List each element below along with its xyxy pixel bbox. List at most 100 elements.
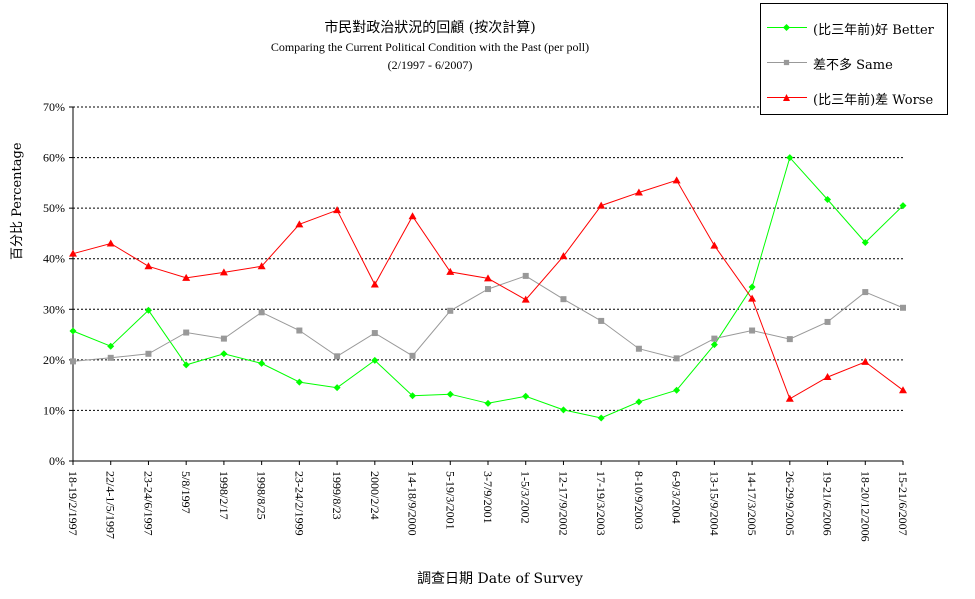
data-point-s1 [371, 330, 378, 337]
data-point-s1 [824, 318, 831, 325]
data-point-s2 [634, 188, 643, 196]
x-tick-label: 1998/2/17 [217, 471, 231, 520]
data-point-s2 [446, 267, 455, 275]
x-tick-label: 8-10/9/2003 [632, 471, 646, 530]
x-tick-label: 3-7/9/2001 [481, 471, 495, 524]
y-tick-labels: 0% 10% 20% 30% 40% 50% 60% 70% [43, 100, 65, 468]
chart-title: 市民對政治狀況的回顧 (按次計算) [324, 20, 536, 36]
data-point-s0 [597, 414, 605, 422]
data-point-s0 [484, 399, 492, 407]
x-tick-label: 14-17/3/2005 [745, 471, 759, 536]
data-point-s1 [786, 336, 793, 343]
legend-item-better: (比三年前)好 Better [767, 18, 934, 38]
y-tick-label: 60% [43, 151, 65, 165]
axes [69, 106, 904, 465]
data-point-s0 [333, 384, 341, 392]
x-tick-label: 22/4-1/5/1997 [104, 471, 118, 539]
data-point-s0 [258, 359, 266, 367]
data-point-s0 [182, 361, 190, 369]
data-point-s1 [409, 352, 416, 359]
data-point-s1 [900, 304, 906, 311]
x-tick-label: 18-20/12/2006 [858, 471, 872, 542]
data-point-s1 [711, 335, 718, 342]
series-markers [69, 154, 907, 422]
chart-title-block: 市民對政治狀況的回顧 (按次計算) Comparing the Current … [180, 18, 680, 74]
y-tick-label: 40% [43, 252, 65, 266]
data-point-s2 [106, 239, 115, 247]
legend-item-same: 差不多 Same [767, 53, 893, 73]
data-point-s1 [560, 296, 567, 303]
data-point-s0 [144, 306, 152, 314]
data-point-s1 [635, 345, 642, 352]
y-tick-label: 0% [49, 454, 65, 468]
gridlines [73, 106, 903, 411]
x-tick-label: 19-21/6/2006 [821, 471, 835, 536]
chart-date-range: (2/1997 - 6/2007) [387, 58, 473, 72]
data-point-s2 [333, 206, 342, 214]
data-point-s2 [370, 280, 379, 288]
x-tick-label: 15-21/6/2007 [896, 471, 910, 536]
legend-swatch-same [767, 57, 807, 69]
x-tick-labels: 18-19/2/1997 22/4-1/5/1997 23-24/6/1997 5/8… [66, 471, 910, 542]
legend-swatch-worse [767, 92, 807, 104]
y-tick-label: 30% [43, 302, 65, 316]
x-tick-label: 1998/8/25 [255, 471, 269, 520]
data-point-s0 [786, 154, 794, 162]
data-point-s2 [559, 252, 568, 260]
data-point-s2 [785, 394, 794, 402]
x-tick-label: 6-9/3/2004 [670, 471, 684, 524]
data-point-s2 [144, 262, 153, 270]
data-point-s1 [862, 289, 869, 296]
data-point-s2 [408, 212, 417, 220]
data-point-s1 [145, 350, 152, 357]
data-point-s2 [295, 220, 304, 228]
y-tick-label: 20% [43, 353, 65, 367]
legend: (比三年前)好 Better 差不多 Same (比三年前)差 Worse [760, 3, 948, 115]
x-tick-label: 5/8/1997 [179, 471, 193, 514]
legend-label-better: (比三年前)好 Better [813, 22, 934, 38]
data-point-s1 [447, 307, 454, 314]
data-point-s2 [672, 176, 681, 184]
data-point-s2 [257, 262, 266, 270]
data-point-s1 [598, 317, 605, 324]
x-axis-label: 調查日期 Date of Survey [417, 571, 583, 587]
x-tick-label: 1999/8/23 [330, 471, 344, 520]
data-point-s0 [861, 239, 869, 247]
data-point-s0 [295, 378, 303, 386]
y-tick-label: 10% [43, 403, 65, 417]
data-point-s0 [559, 406, 567, 414]
data-point-s2 [899, 386, 907, 394]
data-point-s0 [220, 350, 228, 358]
data-point-s0 [522, 392, 530, 400]
x-tick-label: 5-19/3/2001 [443, 471, 457, 530]
data-point-s2 [597, 201, 606, 209]
data-point-s2 [861, 357, 870, 365]
y-axis-label: 百分比 Percentage [10, 142, 25, 260]
data-point-s1 [749, 327, 756, 334]
data-point-s2 [219, 268, 228, 276]
data-point-s0 [824, 196, 832, 204]
y-tick-label: 50% [43, 201, 65, 215]
x-tick-label: 12-17/9/2002 [556, 471, 570, 536]
data-point-s0 [748, 283, 756, 291]
data-point-s1 [296, 327, 303, 334]
legend-label-worse: (比三年前)差 Worse [813, 92, 934, 108]
x-tick-label: 18-19/2/1997 [66, 471, 80, 536]
data-point-s1 [522, 272, 529, 279]
data-point-s0 [69, 327, 77, 335]
legend-label-same: 差不多 Same [813, 57, 893, 73]
data-point-s2 [521, 295, 530, 303]
x-tick-label: 2000/2/24 [368, 471, 382, 520]
data-point-s1 [70, 358, 76, 365]
data-point-s1 [673, 355, 680, 362]
x-tick-label: 1-5/3/2002 [519, 471, 533, 524]
x-tick-label: 14-18/9/2000 [406, 471, 420, 536]
data-point-s2 [748, 294, 757, 302]
data-point-s2 [823, 373, 832, 381]
data-point-s1 [220, 335, 227, 342]
x-tick-label: 23-24/6/1997 [141, 471, 155, 536]
x-tick-label: 13-15/9/2004 [707, 471, 721, 536]
legend-swatch-better [767, 22, 807, 34]
data-point-s0 [899, 202, 907, 210]
data-point-s0 [635, 398, 643, 406]
